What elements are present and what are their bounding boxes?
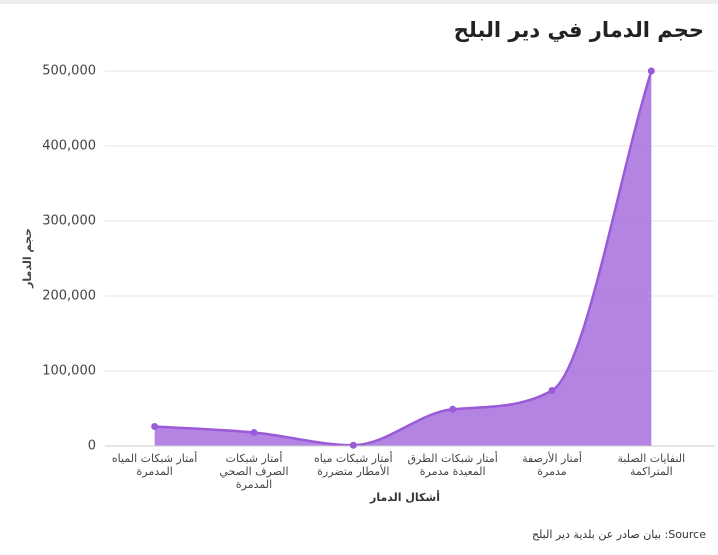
point xyxy=(647,67,655,75)
plot: حجم الدمار 0 100,000 200,000 300,000 400,000… xyxy=(21,64,715,454)
point xyxy=(250,429,258,436)
point xyxy=(349,441,357,449)
y-axis-label: حجم الدمار xyxy=(21,228,34,289)
y-tick-label: 0 xyxy=(88,439,96,454)
x-tick-label: أمتار شبكات مياه الأمطار متضررة xyxy=(314,452,393,478)
x-tick-label: النفايات الصلبة المتراكمة xyxy=(617,452,686,478)
x-tick-label: أمتار شبكات الصرف الصحي المدمرة xyxy=(219,452,289,491)
x-tick-label: أمتار شبكات الطرق المعيدة مدمرة xyxy=(407,452,498,478)
chart-title: حجم الدمار في دير البلح xyxy=(453,18,704,42)
point xyxy=(548,387,556,394)
y-tick-label: 200,000 xyxy=(42,289,96,304)
point xyxy=(151,423,159,430)
x-tick-label: أمتار الأرصفة مدمرة xyxy=(522,452,582,478)
point xyxy=(449,405,457,413)
y-tick-label: 400,000 xyxy=(42,139,96,154)
x-tick-label: أمتار شبكات المياه المدمرة xyxy=(111,452,198,478)
y-tick-label: 300,000 xyxy=(42,214,96,229)
y-tick-label: 100,000 xyxy=(42,364,96,379)
source: Source: بيان صادر عن بلدية دير البلح xyxy=(531,528,706,541)
area xyxy=(154,71,652,446)
y-tick-label: 500,000 xyxy=(42,64,96,79)
x-axis-label: أشكال الدمار xyxy=(369,491,441,504)
